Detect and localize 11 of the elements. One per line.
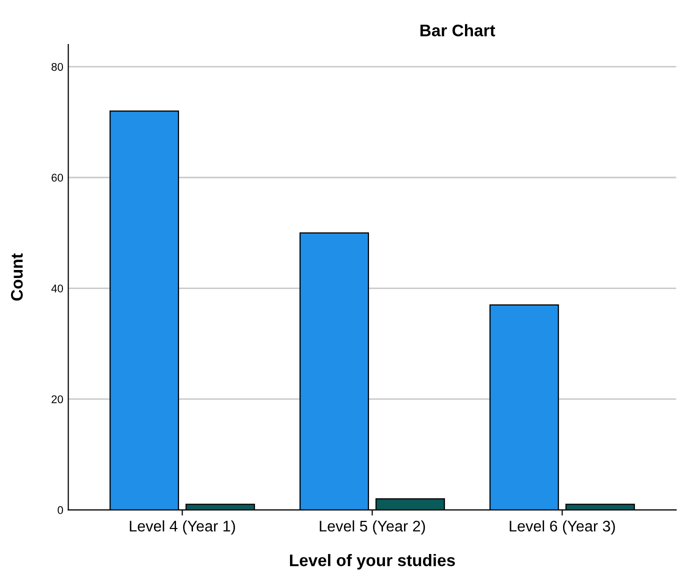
x-axis-title: Level of your studies (290, 554, 455, 570)
x-tick-label: Level 5 (Year 2) (320, 520, 425, 535)
y-tick-label: 0 (58, 506, 64, 514)
chart-title: Bar Chart (420, 24, 496, 36)
y-tick-label: 20 (52, 395, 64, 404)
y-axis-title: Count (10, 253, 23, 301)
y-tick-label: 60 (52, 174, 64, 182)
y-tick-label: 40 (51, 284, 64, 292)
x-tick-label: Level 4 (Year 1) (130, 520, 235, 535)
x-tick-label: Level 6 (Year 3) (510, 520, 615, 535)
y-tick-label: 80 (52, 62, 64, 71)
